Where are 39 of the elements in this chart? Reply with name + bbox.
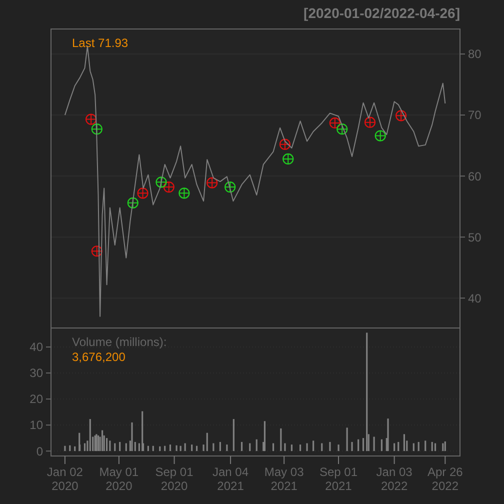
y-tick-label: 40	[468, 291, 482, 306]
y-tick-label: 20	[30, 392, 44, 406]
point	[137, 188, 148, 199]
y-tick-label: 60	[468, 169, 482, 184]
point	[156, 176, 167, 188]
line-series	[64, 46, 446, 317]
point	[206, 177, 218, 188]
chart-title: [2020-01-02/2022-04-26]	[304, 5, 460, 21]
point	[374, 130, 386, 142]
x-tick-label: Apr 26 2022	[427, 465, 464, 493]
y-tick-label: 30	[30, 366, 44, 380]
y-tick-label: 0	[36, 444, 44, 458]
point	[336, 124, 348, 135]
y-tick-label: 40	[30, 340, 44, 354]
x-tick-label: Jan 02 2020	[46, 465, 84, 493]
point	[396, 110, 407, 122]
point	[178, 188, 190, 199]
point	[224, 181, 236, 193]
point	[329, 117, 340, 129]
x-tick-label: Jan 04 2021	[212, 465, 249, 493]
point	[364, 116, 376, 128]
point	[279, 138, 291, 150]
annotation: Last 71.93	[72, 36, 128, 50]
point	[85, 114, 97, 125]
x-tick-label: May 01 2020	[99, 465, 139, 493]
point	[163, 181, 174, 193]
x-tick-label: Sep 01 2020	[155, 465, 194, 493]
y-tick-label: 80	[468, 47, 482, 62]
x-tick-label: Sep 01 2021	[319, 465, 358, 493]
point	[127, 197, 138, 208]
y-tick-label: 50	[468, 230, 482, 244]
point	[282, 153, 294, 165]
annotation: 3,676,200	[72, 350, 126, 364]
point	[91, 246, 102, 257]
y-tick-label: 70	[468, 108, 482, 122]
annotation: Volume (millions):	[72, 335, 167, 349]
y-tick-label: 10	[30, 418, 44, 432]
x-tick-label: Jan 03 2022	[376, 465, 413, 493]
x-tick-label: May 03 2021	[264, 465, 304, 493]
